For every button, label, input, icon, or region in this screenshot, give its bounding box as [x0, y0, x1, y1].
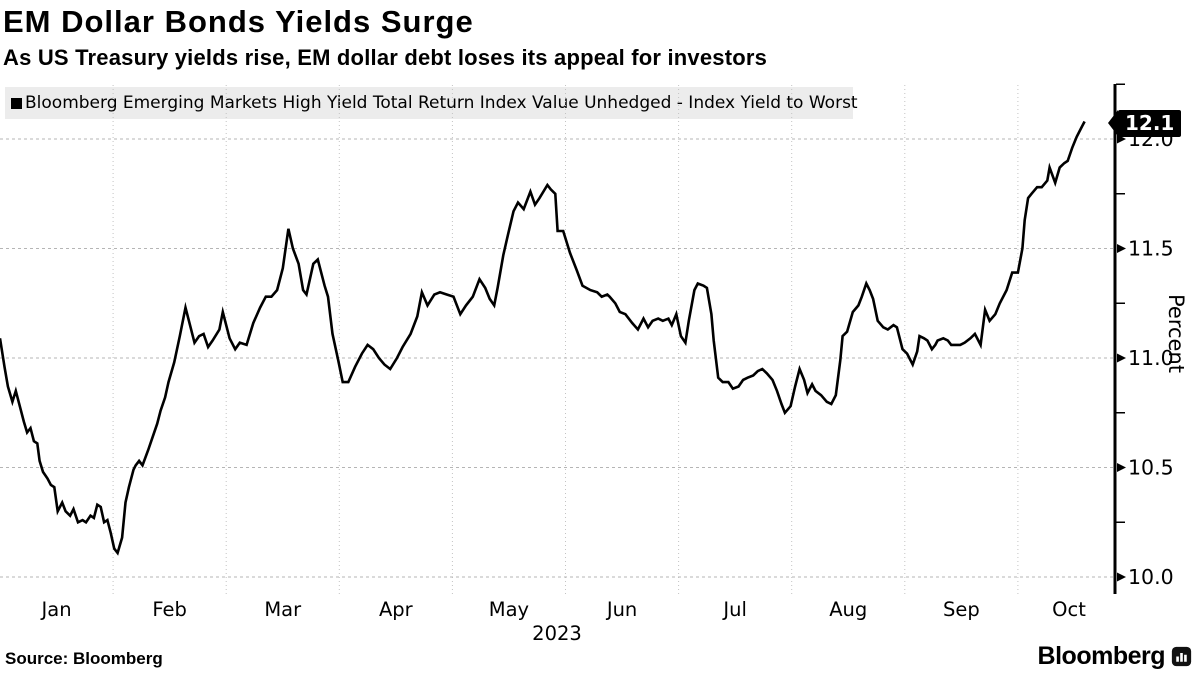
bloomberg-branding: Bloomberg	[1038, 642, 1192, 671]
x-axis-month-label: Jun	[605, 598, 637, 621]
y-axis-tick-label: 10.0	[1128, 565, 1174, 589]
y-axis-unit-label: Percent	[1164, 294, 1188, 374]
yield-series-line	[0, 120, 1086, 556]
last-value-badge: 12.1	[1107, 110, 1182, 137]
y-axis-major-tick	[1117, 463, 1126, 472]
y-axis-tick-label: 11.0	[1128, 346, 1174, 370]
legend: Bloomberg Emerging Markets High Yield To…	[5, 87, 858, 119]
bloomberg-bars-icon	[1171, 646, 1192, 667]
legend-label: Bloomberg Emerging Markets High Yield To…	[25, 93, 858, 113]
y-axis-major-tick	[1117, 353, 1126, 363]
x-axis-month-label: Jul	[721, 598, 747, 621]
x-axis-year-label: 2023	[532, 622, 582, 645]
x-axis-month-label: Mar	[264, 598, 302, 621]
y-axis-tick-label: 10.5	[1128, 456, 1174, 480]
x-axis-month-label: Sep	[943, 598, 980, 621]
y-axis-tick-label: 11.5	[1128, 237, 1174, 261]
y-axis-major-tick	[1117, 572, 1126, 582]
page-title: EM Dollar Bonds Yields Surge	[3, 4, 474, 39]
bloomberg-wordmark: Bloomberg	[1037, 642, 1166, 670]
page-subtitle: As US Treasury yields rise, EM dollar de…	[3, 45, 768, 70]
legend-swatch-icon	[11, 97, 22, 109]
y-axis-major-tick	[1117, 244, 1126, 253]
x-axis-month-label: Oct	[1052, 598, 1086, 621]
x-axis-month-label: May	[489, 598, 529, 621]
source-attribution: Source: Bloomberg	[5, 649, 163, 668]
x-axis-month-label: Feb	[152, 598, 187, 621]
x-axis-month-label: Jan	[40, 598, 72, 621]
x-axis-month-label: Apr	[379, 598, 414, 621]
x-axis-month-label: Aug	[829, 598, 867, 621]
